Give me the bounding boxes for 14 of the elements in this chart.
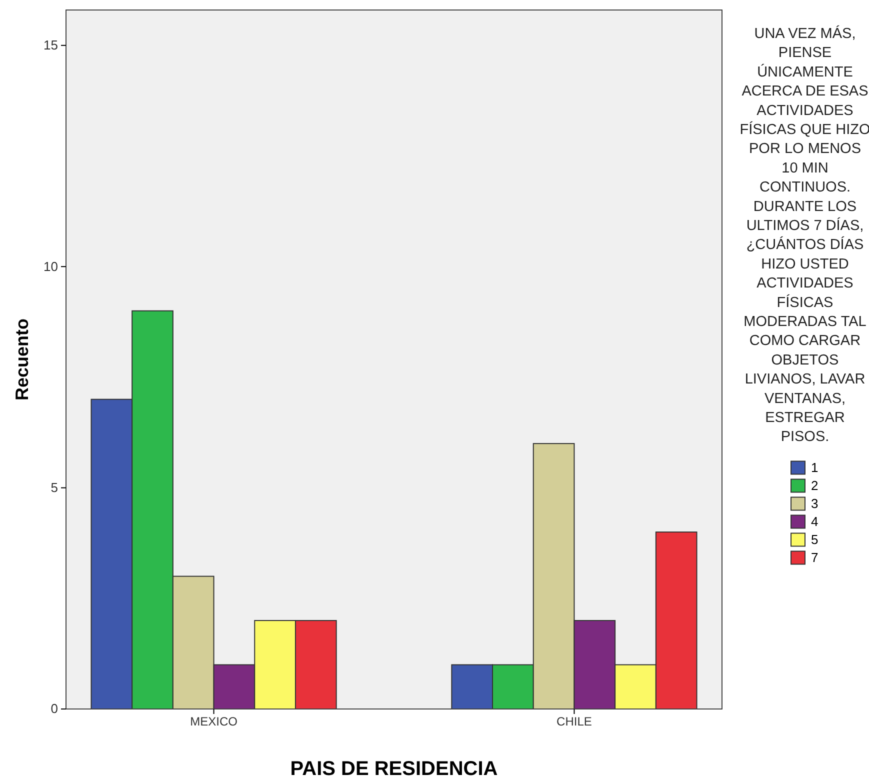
y-tick-label: 15 (44, 38, 58, 53)
legend-label: 4 (811, 514, 818, 530)
legend-label: 7 (811, 550, 818, 566)
y-axis-title: Recuento (12, 318, 32, 401)
legend-label: 2 (811, 478, 818, 494)
y-tick-label: 0 (50, 701, 58, 716)
x-tick-label: CHILE (556, 714, 592, 729)
x-axis-title: PAIS DE RESIDENCIA (290, 758, 498, 780)
legend-label: 3 (811, 496, 818, 512)
legend-label: 1 (811, 460, 818, 476)
legend-label: 5 (811, 532, 818, 548)
y-tick-label: 5 (50, 480, 58, 495)
x-tick-label: MEXICO (190, 714, 238, 729)
y-tick-label: 10 (44, 258, 58, 274)
